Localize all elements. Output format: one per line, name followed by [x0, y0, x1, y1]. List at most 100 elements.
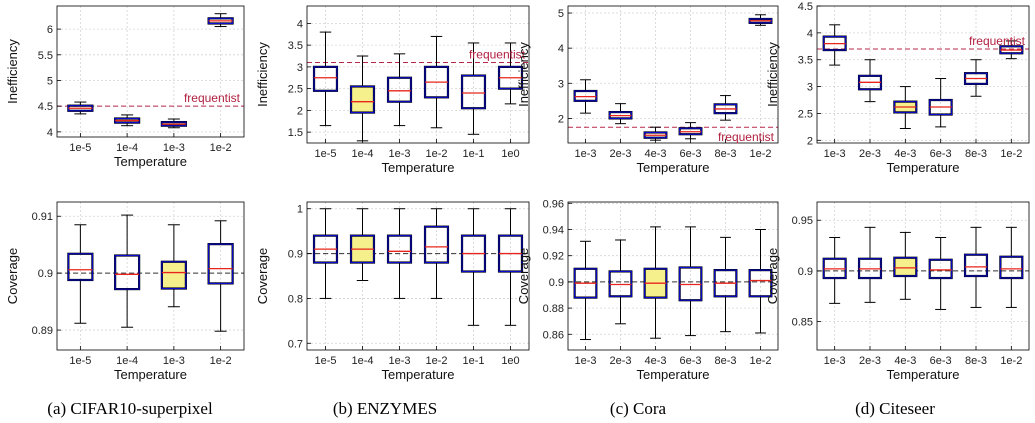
x-tick-label: 1e-4 [351, 148, 373, 160]
box-1e-5 [67, 224, 94, 324]
y-tick-label: 0.9 [38, 268, 53, 280]
y-axis-label: Inefficiency [516, 42, 531, 107]
box-1e-2 [748, 14, 773, 26]
panel-0: 4 4.5 5 5.5 6 1e-5 1e-4 1e-3 1e-2 Temperature Inef… [5, 5, 245, 169]
x-tick-label: 1e-2 [1000, 355, 1022, 367]
panel-4: 0.89 0.9 0.91 1e-5 1e-4 1e-3 1e-2 Temperature Co… [5, 201, 245, 382]
y-tick-label: 0.91 [32, 211, 53, 223]
box-1e-3 [386, 208, 413, 299]
y-tick-label: 0.9 [549, 277, 564, 289]
x-tick-label: 8e-3 [965, 148, 987, 160]
x-tick-label: 8e-3 [714, 148, 736, 160]
box-body [313, 66, 338, 92]
x-tick-label: 1e-2 [749, 148, 771, 160]
box-body [350, 85, 375, 114]
y-tick-label: 4.5 [38, 101, 53, 113]
box-1e-2 [999, 40, 1024, 60]
y-tick-label: 2.5 [288, 84, 303, 96]
axes-frame [816, 5, 1030, 144]
y-tick-label: 4 [558, 43, 564, 55]
y-tick-label: 6 [47, 24, 53, 36]
x-tick-label: 1e-5 [69, 142, 91, 154]
box-6e-3 [928, 236, 953, 310]
y-tick-label: 0.89 [32, 325, 53, 337]
x-tick-label: 1e-3 [824, 148, 846, 160]
box-body [609, 270, 632, 297]
x-tick-label: 4e-3 [894, 148, 916, 160]
box-body [424, 226, 449, 264]
y-tick-label: 0.95 [792, 215, 813, 227]
y-tick-label: 4.5 [798, 1, 813, 13]
x-tick-label: 2e-3 [609, 148, 631, 160]
x-tick-label: 6e-3 [679, 355, 701, 367]
box-1e-3 [573, 79, 598, 114]
box-4e-3 [893, 86, 918, 129]
box-1e-2 [207, 220, 234, 332]
box-body [387, 77, 412, 103]
box-body [387, 235, 412, 264]
x-tick-label: 1e-2 [1000, 148, 1022, 160]
x-tick-label: 6e-3 [930, 148, 952, 160]
box-1e-4 [349, 208, 376, 281]
x-tick-label: 1e-3 [388, 148, 410, 160]
y-tick-label: 0.85 [792, 317, 813, 329]
box-1e-5 [312, 31, 339, 127]
caption-a: (a) CIFAR10-superpixel [47, 399, 213, 418]
box-1e0 [497, 42, 524, 105]
box-body [679, 266, 702, 301]
x-tick-label: 2e-3 [859, 355, 881, 367]
box-body [461, 75, 486, 109]
axes-frame [567, 5, 779, 144]
caption-d: (d) Citeseer [855, 399, 935, 418]
x-tick-label: 1e-2 [210, 142, 232, 154]
box-2e-3 [857, 226, 883, 303]
x-tick-label: 1e-2 [210, 355, 232, 367]
y-axis-label: Coverage [516, 248, 531, 304]
x-tick-label: 1e-3 [574, 355, 596, 367]
x-axis-label: Temperature [382, 160, 455, 175]
x-tick-label: 1e0 [501, 148, 519, 160]
x-tick-label: 1e-2 [425, 355, 447, 367]
captions: (a) CIFAR10-superpixel (b) ENZYMES (c) C… [47, 399, 935, 418]
box-body-outer [423, 225, 450, 264]
panel-2: 2 3 4 5 1e-3 2e-3 4e-3 6e-3 8e-3 1e-2 Temperature I… [516, 5, 779, 175]
y-tick-label: 4 [297, 18, 303, 30]
y-tick-label: 2 [297, 105, 303, 117]
y-tick-label: 1.5 [288, 127, 303, 139]
x-axis-label: Temperature [382, 367, 455, 382]
box-1e-2 [999, 226, 1024, 308]
y-tick-label: 4 [47, 127, 53, 139]
box-8e-3 [713, 95, 738, 121]
y-tick-label: 0.9 [798, 266, 813, 278]
x-tick-label: 1e-1 [462, 355, 484, 367]
box-body-outer [160, 260, 187, 290]
box-8e-3 [713, 236, 738, 333]
box-body [114, 254, 140, 290]
panel-5: 0.7 0.8 0.9 1 1e-5 1e-4 1e-3 1e-2 1e-1 1e0 Tempera… [255, 201, 530, 382]
box-8e-3 [963, 59, 989, 97]
x-tick-label: 1e0 [501, 355, 519, 367]
box-1e-2 [423, 35, 450, 129]
box-6e-3 [678, 122, 703, 140]
box-body [574, 90, 597, 102]
y-tick-label: 0.88 [543, 303, 564, 315]
axes-frame [816, 201, 1030, 351]
y-tick-label: 0.94 [543, 225, 564, 237]
x-tick-label: 1e-5 [314, 355, 336, 367]
box-1e-3 [822, 236, 847, 304]
y-tick-label: 0.7 [288, 338, 303, 350]
box-2e-3 [857, 59, 883, 103]
y-tick-label: 0.9 [288, 249, 303, 261]
box-body-outer [963, 253, 989, 278]
x-axis-label: Temperature [637, 367, 710, 382]
y-tick-label: 0.96 [543, 198, 564, 210]
y-tick-label: 3 [297, 62, 303, 74]
box-1e-4 [114, 114, 141, 127]
reference-label: frequentist [469, 48, 526, 62]
axes-frame [567, 201, 779, 351]
x-tick-label: 1e-2 [425, 148, 447, 160]
box-8e-3 [963, 226, 989, 308]
box-body [929, 259, 953, 279]
caption-b: (b) ENZYMES [333, 399, 437, 418]
x-axis-label: Temperature [114, 367, 187, 382]
